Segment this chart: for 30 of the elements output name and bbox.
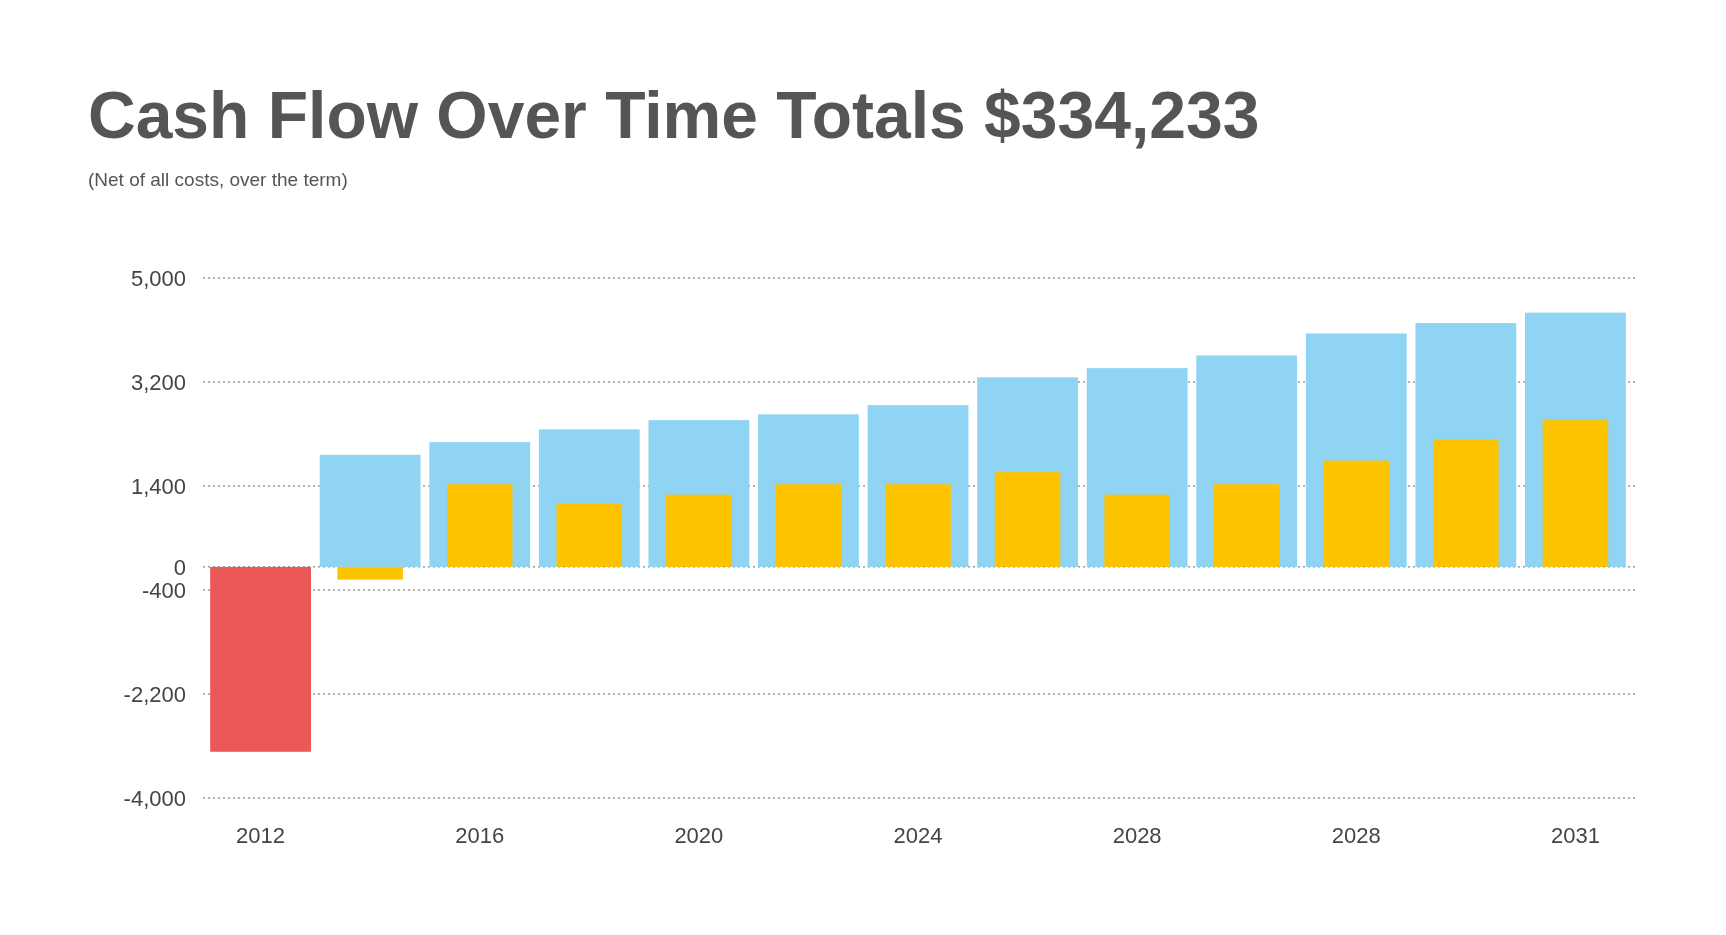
chart-subtitle: (Net of all costs, over the term) <box>88 169 348 190</box>
y-tick-label: -2,200 <box>123 681 186 707</box>
y-tick-label: 0 <box>173 554 186 580</box>
x-tick-label: 2031 <box>1550 823 1600 848</box>
bar <box>319 454 421 567</box>
chart-title: Cash Flow Over Time Totals $334,233 <box>88 78 1260 152</box>
x-tick-label: 2028 <box>1331 823 1381 848</box>
x-tick-label: 2012 <box>236 823 286 848</box>
y-tick-label: 1,400 <box>130 473 186 499</box>
bar <box>1213 484 1280 567</box>
bar <box>446 484 513 567</box>
y-tick-label: 3,200 <box>130 369 186 395</box>
x-tick-label: 2028 <box>1112 823 1162 848</box>
y-tick-label: -4,000 <box>123 785 186 811</box>
x-tick-label: 2024 <box>893 823 943 848</box>
y-tick-label: 5,000 <box>130 265 186 291</box>
bar <box>210 566 311 752</box>
bar <box>1433 439 1499 567</box>
bar <box>666 494 732 567</box>
bar <box>1104 494 1170 567</box>
bar <box>1323 460 1390 567</box>
bar <box>994 472 1061 567</box>
bar <box>885 484 951 567</box>
bar <box>556 503 623 567</box>
x-tick-label: 2016 <box>455 823 505 848</box>
bar <box>337 566 403 580</box>
x-tick-label: 2020 <box>674 823 724 848</box>
y-tick-label: -400 <box>141 577 186 603</box>
bar <box>1542 420 1609 567</box>
bar <box>775 484 842 567</box>
